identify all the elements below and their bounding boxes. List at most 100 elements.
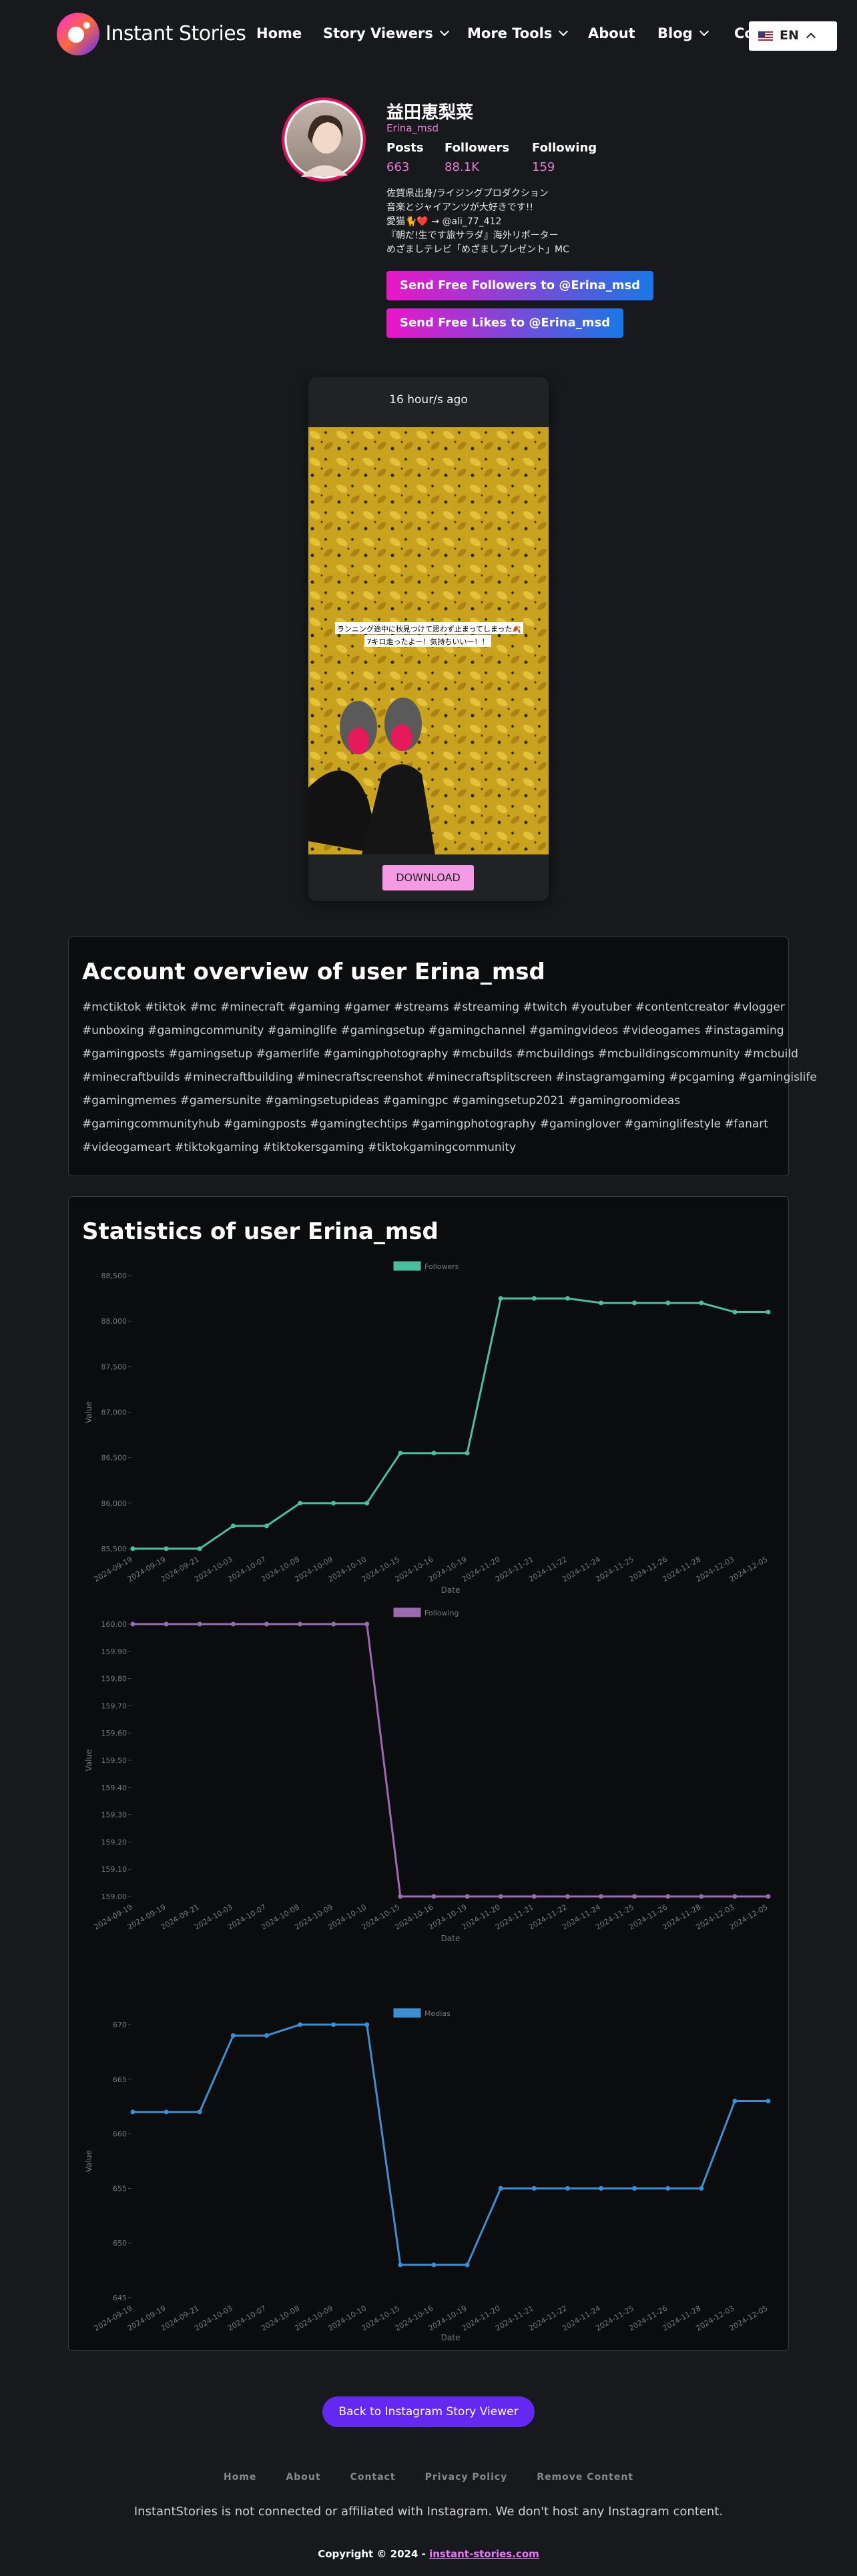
- story-time: 16 hour/s ago: [389, 393, 468, 407]
- legend-label: Following: [424, 1609, 459, 1617]
- y-tick-label: 87,500: [101, 1362, 127, 1371]
- data-point: [398, 2262, 403, 2268]
- overview-box: Account overview of user Erina_msd #mcti…: [68, 937, 817, 1176]
- data-point: [197, 1546, 202, 1551]
- nav-link[interactable]: About: [588, 25, 635, 41]
- data-point: [665, 2185, 671, 2191]
- nav-link[interactable]: Home: [256, 25, 302, 41]
- data-point: [331, 1621, 336, 1627]
- y-tick-label: 88,000: [101, 1317, 127, 1326]
- data-point: [197, 1621, 202, 1627]
- footer-link[interactable]: Home: [224, 2472, 257, 2483]
- legend-swatch: [393, 2008, 421, 2018]
- data-point: [565, 2185, 570, 2191]
- footer-link[interactable]: Remove Content: [537, 2472, 633, 2483]
- site-link[interactable]: instant-stories.com: [429, 2548, 539, 2560]
- stat-label: Posts: [386, 141, 424, 155]
- data-point: [130, 1546, 135, 1551]
- data-point: [531, 1296, 537, 1301]
- likes-button[interactable]: Send Free Likes to @Erina_msd: [386, 308, 624, 338]
- hashtag-line: #gamingcommunityhub #gamingposts #gaming…: [82, 1117, 768, 1131]
- series-line: [133, 2023, 768, 2266]
- footer-link[interactable]: Privacy Policy: [424, 2472, 508, 2483]
- data-point: [130, 2109, 135, 2115]
- back-button[interactable]: Back to Instagram Story Viewer: [322, 2396, 535, 2427]
- data-point: [164, 1621, 169, 1627]
- data-point: [431, 1894, 437, 1899]
- data-point: [398, 1894, 403, 1899]
- data-point: [364, 1621, 370, 1627]
- data-point: [465, 1894, 470, 1899]
- hashtag-line: #gamingposts #gamingsetup #gamerlife #ga…: [82, 1047, 798, 1061]
- y-tick-label: 159.60: [101, 1729, 127, 1738]
- data-point: [598, 2185, 603, 2191]
- data-point: [565, 1894, 570, 1899]
- nav-link[interactable]: More Tools: [467, 25, 569, 41]
- data-point: [665, 1894, 671, 1899]
- data-point: [498, 1894, 503, 1899]
- y-tick-label: 87,000: [101, 1408, 127, 1417]
- footer-link[interactable]: About: [286, 2472, 321, 2483]
- logo-icon[interactable]: [56, 12, 100, 56]
- x-tick-label: 2024-12-05: [728, 2304, 770, 2332]
- data-point: [732, 1894, 738, 1899]
- x-axis-label: Date: [441, 1934, 461, 1943]
- stat-label: Following: [532, 141, 597, 155]
- series-line: [133, 1623, 768, 1898]
- overview-title: Account overview of user Erina_msd: [82, 959, 545, 985]
- data-point: [164, 1546, 169, 1551]
- data-point: [264, 1523, 269, 1529]
- y-tick-label: 159.50: [101, 1756, 127, 1765]
- data-point: [298, 1621, 303, 1627]
- data-point: [498, 1296, 503, 1301]
- y-tick-label: 660: [113, 2130, 127, 2139]
- hashtag-line: #minecraftbuilds #minecraftbuilding #min…: [82, 1071, 817, 1084]
- y-tick-label: 159.20: [101, 1838, 127, 1846]
- stat-label: Followers: [445, 141, 510, 155]
- y-axis-label: Value: [84, 2150, 93, 2172]
- data-point: [465, 2262, 470, 2268]
- y-tick-label: 655: [113, 2184, 127, 2193]
- avatar[interactable]: [281, 97, 366, 182]
- bio-line: 音楽とジャイアンツが大好きです!!: [386, 202, 533, 213]
- y-tick-label: 159.90: [101, 1647, 127, 1656]
- y-axis-label: Value: [84, 1401, 93, 1423]
- profile-username: Erina_msd: [386, 122, 439, 134]
- data-point: [364, 2022, 370, 2027]
- download-button[interactable]: DOWNLOAD: [382, 865, 474, 890]
- data-point: [230, 1621, 236, 1627]
- data-point: [632, 1894, 637, 1899]
- y-tick-label: 85,500: [101, 1545, 127, 1553]
- story-caption: ランニング途中に秋見つけて思わず止まってしまった🍂: [337, 624, 522, 633]
- data-point: [565, 1296, 570, 1301]
- nav-link-text: More Tools: [467, 25, 553, 41]
- copyright-text: Copyright © 2024 -: [318, 2548, 426, 2560]
- data-point: [766, 1894, 771, 1899]
- x-axis-label: Date: [441, 1585, 461, 1595]
- data-point: [298, 2022, 303, 2027]
- nav-link[interactable]: Blog: [657, 25, 709, 41]
- data-point: [298, 1501, 303, 1506]
- data-point: [632, 1300, 637, 1306]
- y-axis-label: Value: [84, 1750, 93, 1772]
- data-point: [197, 2109, 202, 2115]
- bio-line: 愛猫🐈❤️ → @ali_77_412: [386, 216, 502, 227]
- story-image[interactable]: ランニング途中に秋見つけて思わず止まってしまった🍂 7キロ走ったよー！気持ちいい…: [308, 427, 549, 854]
- bio: 佐賀県出身/ライジングプロダクション 音楽とジャイアンツが大好きです!! 愛猫🐈…: [386, 187, 569, 257]
- data-point: [766, 1310, 771, 1315]
- story-caption: 7キロ走ったよー！気持ちいいー！！: [367, 637, 489, 646]
- data-point: [264, 1621, 269, 1627]
- language-button[interactable]: EN: [749, 21, 837, 51]
- footer-link[interactable]: Contact: [350, 2472, 396, 2483]
- data-point: [598, 1300, 603, 1306]
- data-point: [398, 1451, 403, 1456]
- statistics-title: Statistics of user Erina_msd: [82, 1218, 439, 1245]
- x-tick-label: 2024-12-05: [728, 1902, 770, 1931]
- hashtag-line: #videogameart #tiktokgaming #tiktokersga…: [82, 1141, 517, 1154]
- disclaimer: InstantStories is not connected or affil…: [133, 2505, 724, 2519]
- profile-name: 益田恵梨菜: [386, 103, 474, 123]
- followers-button[interactable]: Send Free Followers to @Erina_msd: [386, 271, 654, 300]
- brand[interactable]: Instant Stories: [105, 22, 246, 45]
- y-tick-label: 159.80: [101, 1675, 127, 1684]
- nav-link[interactable]: Story Viewers: [323, 25, 449, 41]
